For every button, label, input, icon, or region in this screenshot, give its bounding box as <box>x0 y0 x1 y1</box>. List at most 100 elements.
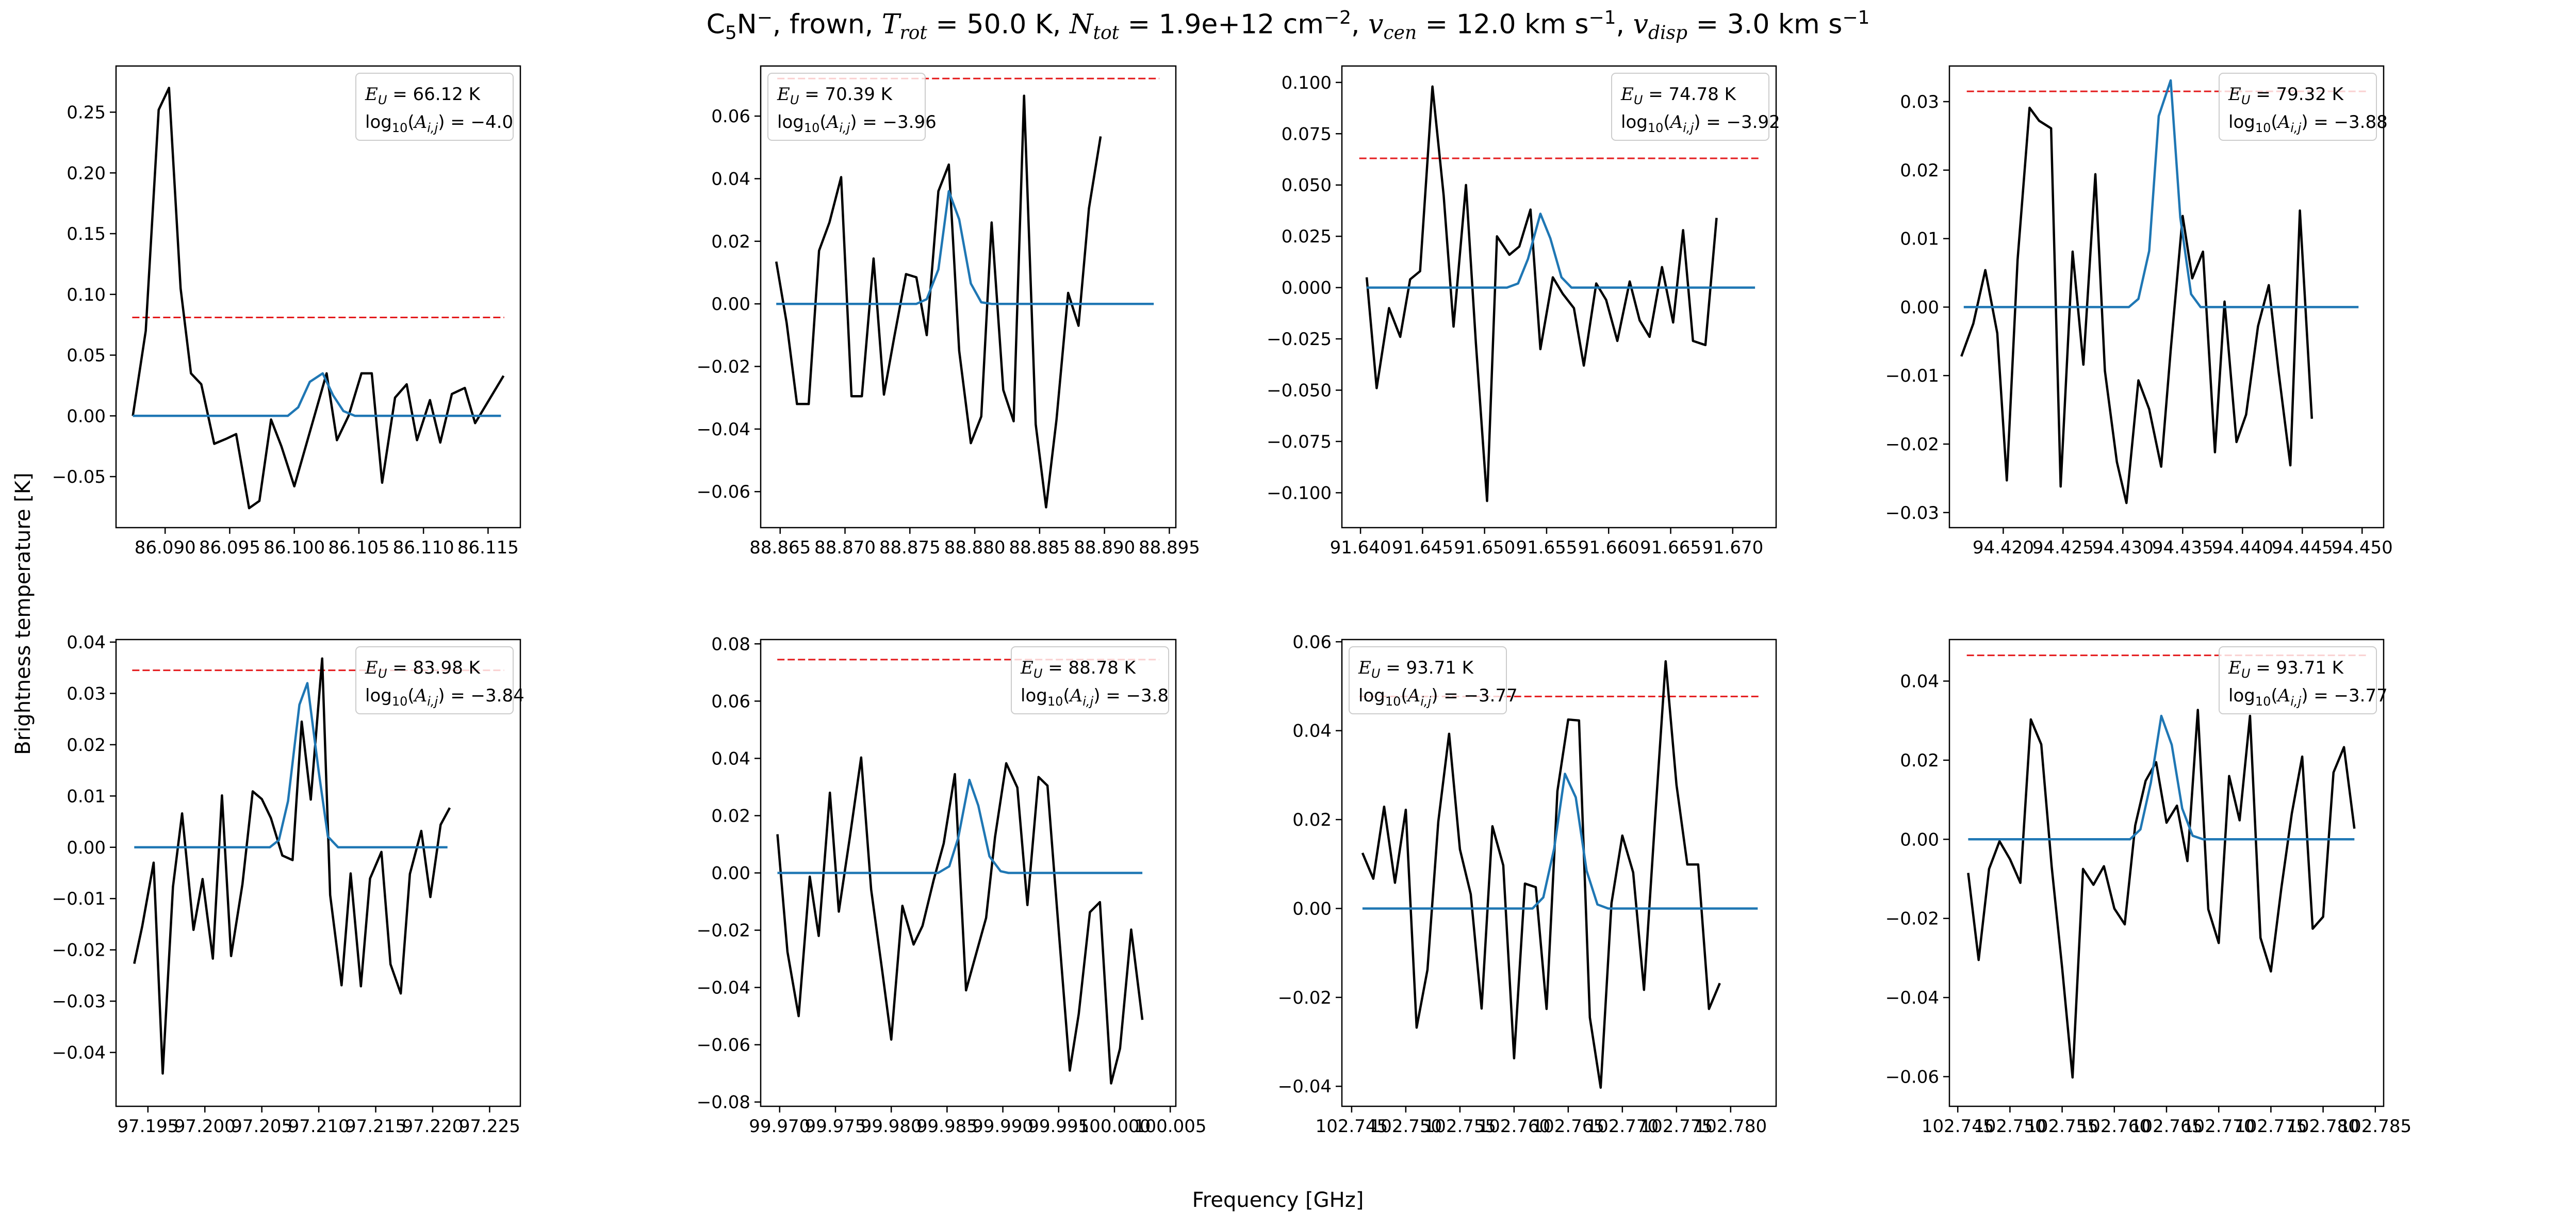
legend-upper-energy: EU = 79.32 K <box>2228 84 2344 107</box>
x-tick-label: 102.765 <box>1532 1116 1605 1137</box>
x-tick-label: 91.645 <box>1392 537 1453 558</box>
y-tick-label: 0.02 <box>67 735 106 756</box>
x-tick-label: 102.750 <box>1370 1116 1442 1137</box>
x-tick-label: 100.000 <box>1078 1116 1151 1137</box>
y-tick-label: −0.02 <box>697 357 750 378</box>
subplot-7: 102.745102.750102.755102.760102.765102.7… <box>1278 632 1777 1137</box>
x-tick-label: 91.665 <box>1640 537 1701 558</box>
y-tick-label: 0.02 <box>711 806 750 826</box>
legend-einstein-a: log10(Ai,j) = −3.77 <box>1358 685 1518 709</box>
axes-frame <box>1948 65 2385 529</box>
y-tick-label: 0.02 <box>711 232 750 252</box>
y-tick-label: 0.050 <box>1282 175 1332 196</box>
y-tick-label: −0.02 <box>1885 909 1939 929</box>
y-tick-label: 0.08 <box>711 634 750 655</box>
subplot-5: 97.19597.20097.20597.21097.21597.22097.2… <box>52 632 524 1137</box>
y-tick-label: 0.04 <box>1900 672 1939 692</box>
x-tick-label: 94.435 <box>2152 537 2213 558</box>
y-tick-label: −0.04 <box>1278 1076 1332 1097</box>
y-tick-label: 0.000 <box>1282 278 1332 299</box>
y-tick-label: −0.02 <box>1278 988 1332 1008</box>
y-tick-label: 0.01 <box>67 786 106 807</box>
y-tick-label: 0.04 <box>1292 721 1332 742</box>
subplot-8: 102.745102.750102.755102.760102.765102.7… <box>1885 639 2411 1137</box>
model-spectrum-line <box>776 190 1154 305</box>
y-tick-label: 0.04 <box>711 748 750 769</box>
y-tick-label: −0.03 <box>1885 503 1939 523</box>
legend-upper-energy: EU = 70.39 K <box>777 84 893 107</box>
x-tick-label: 99.985 <box>916 1116 978 1137</box>
legend-box <box>355 73 514 141</box>
legend-box <box>2219 73 2377 141</box>
legend-box <box>1349 646 1507 714</box>
y-tick-label: 0.00 <box>1900 297 1939 318</box>
legend-upper-energy: EU = 88.78 K <box>1020 658 1137 681</box>
y-tick-label: −0.075 <box>1267 432 1332 452</box>
x-tick-label: 99.975 <box>805 1116 866 1137</box>
model-spectrum-line <box>1362 773 1758 910</box>
x-tick-label: 97.205 <box>231 1116 292 1137</box>
y-tick-label: 0.100 <box>1282 73 1332 93</box>
x-tick-label: 102.775 <box>1640 1116 1713 1137</box>
model-spectrum-line <box>777 778 1143 874</box>
x-tick-label: 88.895 <box>1139 537 1200 558</box>
x-tick-label: 86.115 <box>457 537 519 558</box>
y-tick-label: −0.06 <box>697 482 750 502</box>
x-tick-label: 102.750 <box>1974 1116 2046 1137</box>
x-tick-label: 97.210 <box>288 1116 350 1137</box>
legend-box <box>355 646 514 714</box>
observed-spectrum-line <box>1361 660 1721 1089</box>
axes-frame <box>115 65 521 529</box>
axes-frame <box>760 65 1177 529</box>
x-tick-label: 99.980 <box>861 1116 922 1137</box>
y-tick-label: −0.025 <box>1267 329 1332 350</box>
legend-upper-energy: EU = 83.98 K <box>365 658 481 681</box>
figure-title: C5N−, frown, Trot = 50.0 K, Ntot = 1.9e+… <box>706 7 1870 44</box>
x-tick-label: 94.450 <box>2332 537 2393 558</box>
subplot-4: 94.42094.42594.43094.43594.44094.44594.4… <box>1885 65 2393 558</box>
model-spectrum-line <box>1968 714 2355 841</box>
x-tick-label: 99.970 <box>749 1116 810 1137</box>
model-spectrum-line <box>133 372 501 417</box>
x-tick-label: 97.215 <box>345 1116 406 1137</box>
x-tick-label: 102.755 <box>2026 1116 2098 1137</box>
x-tick-label: 102.745 <box>1922 1116 1994 1137</box>
x-tick-label: 94.420 <box>1973 537 2034 558</box>
y-tick-label: 0.10 <box>67 285 106 305</box>
observed-spectrum-line <box>1967 709 2356 1079</box>
x-tick-label: 88.875 <box>879 537 941 558</box>
y-tick-label: 0.04 <box>711 169 750 189</box>
x-tick-label: 88.880 <box>944 537 1006 558</box>
y-tick-label: −0.050 <box>1267 380 1332 401</box>
legend-box <box>767 73 926 141</box>
x-tick-label: 100.005 <box>1134 1116 1207 1137</box>
y-tick-label: −0.01 <box>52 889 106 909</box>
y-tick-label: −0.08 <box>697 1092 750 1113</box>
x-tick-label: 102.770 <box>2183 1116 2255 1137</box>
y-tick-label: 0.15 <box>67 224 106 244</box>
subplot-6: 99.97099.97599.98099.98599.99099.995100.… <box>697 634 1207 1137</box>
y-tick-label: −0.05 <box>52 467 106 487</box>
x-tick-label: 102.760 <box>1478 1116 1551 1137</box>
y-tick-label: 0.02 <box>1900 160 1939 181</box>
subplot-1: 86.090 86.095 86.100 86.105 86.110 86.115 −0.0… <box>52 65 521 558</box>
y-tick-label: 0.00 <box>711 863 750 884</box>
x-tick-label: 94.445 <box>2272 537 2333 558</box>
x-tick-label: 91.655 <box>1516 537 1577 558</box>
y-tick-label: −0.04 <box>697 978 750 999</box>
x-tick-label: 86.100 <box>264 537 325 558</box>
y-tick-label: −0.06 <box>697 1035 750 1056</box>
y-tick-label: −0.04 <box>1885 988 1939 1008</box>
x-tick-label: 102.765 <box>2130 1116 2203 1137</box>
y-tick-label: −0.03 <box>52 991 106 1012</box>
legend-upper-energy: EU = 93.71 K <box>1358 658 1474 681</box>
y-tick-label: 0.06 <box>711 106 750 127</box>
axes-frame <box>1341 65 1777 529</box>
x-tick-label: 91.670 <box>1702 537 1763 558</box>
y-axis-label: Brightness temperature [K] <box>11 472 35 755</box>
x-tick-label: 86.090 <box>135 537 196 558</box>
y-tick-label: 0.00 <box>67 838 106 858</box>
y-tick-label: −0.01 <box>1885 366 1939 386</box>
x-tick-label: 88.890 <box>1074 537 1135 558</box>
y-tick-label: 0.00 <box>1900 829 1939 850</box>
